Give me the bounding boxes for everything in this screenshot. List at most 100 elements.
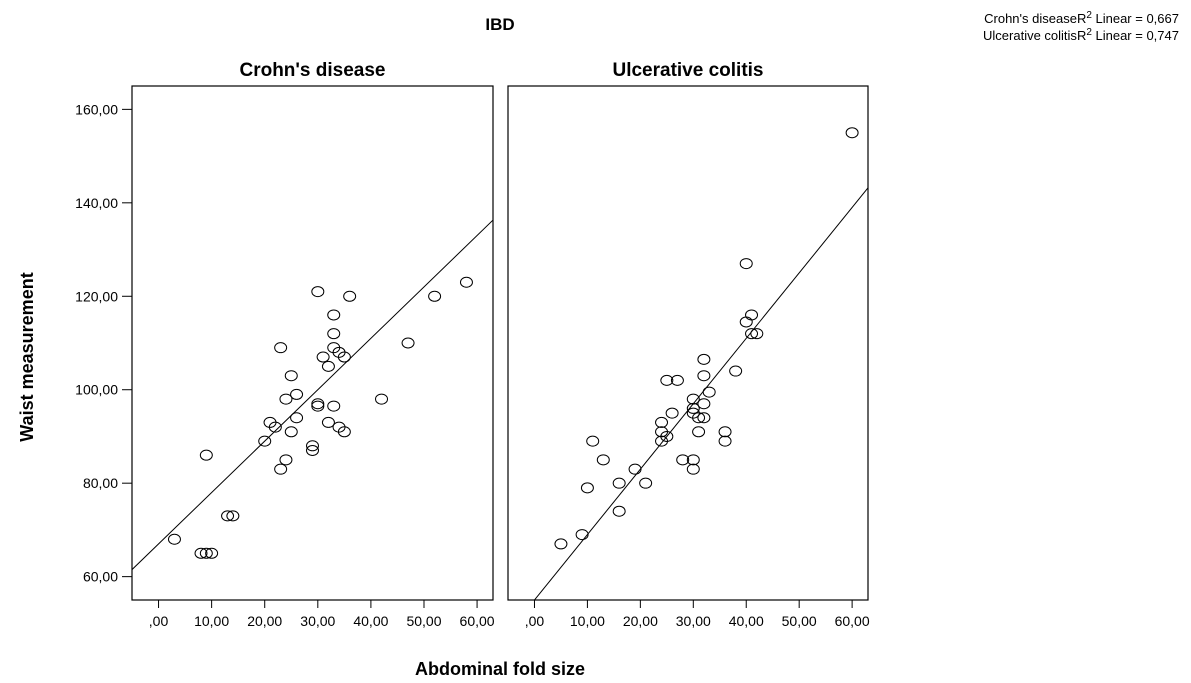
x-tick-label: 60,00 (460, 613, 495, 629)
data-point (580, 482, 594, 494)
data-point (274, 342, 288, 354)
data-point (660, 430, 674, 442)
x-tick-label: ,00 (525, 613, 545, 629)
data-point (311, 400, 325, 412)
data-point (686, 393, 700, 405)
data-point (221, 510, 235, 522)
data-point (697, 412, 711, 424)
x-tick-label: 40,00 (729, 613, 764, 629)
data-point (665, 407, 679, 419)
data-point (697, 370, 711, 382)
data-point (692, 412, 706, 424)
data-point (199, 547, 213, 559)
x-tick-label: 30,00 (676, 613, 711, 629)
data-point (306, 444, 319, 456)
data-point (205, 547, 219, 559)
data-point (401, 337, 415, 349)
data-point (628, 463, 642, 475)
legend-entry-crohns: Crohn's diseaseR2 Linear = 0,667 (984, 10, 1179, 26)
data-point (194, 547, 208, 559)
data-point (660, 374, 674, 386)
data-point (686, 463, 700, 475)
data-point (274, 463, 288, 475)
y-tick-label: 120,00 (75, 288, 118, 304)
data-point (718, 426, 732, 438)
y-tick-label: 100,00 (75, 382, 118, 398)
x-tick-label: 10,00 (194, 613, 229, 629)
data-point (268, 421, 282, 433)
legend: Crohn's diseaseR2 Linear = 0,667 Ulcerat… (983, 10, 1179, 43)
data-point (279, 393, 293, 405)
x-tick-label: ,00 (149, 613, 169, 629)
data-point (321, 416, 335, 428)
x-axis-label: Abdominal fold size (415, 659, 585, 679)
x-tick-label: 50,00 (782, 613, 817, 629)
data-point (586, 435, 600, 447)
x-tick-label: 30,00 (300, 613, 335, 629)
data-point (284, 426, 298, 438)
data-point (316, 351, 330, 363)
data-point (428, 290, 442, 302)
data-point (327, 309, 341, 321)
data-point (337, 426, 351, 438)
chart-title: IBD (485, 15, 514, 34)
data-point (676, 454, 690, 466)
data-point (290, 388, 304, 400)
data-point (311, 398, 325, 410)
data-point (343, 290, 357, 302)
data-point (321, 360, 335, 372)
data-point (745, 309, 759, 321)
data-point (375, 393, 389, 405)
plot-frame (131, 85, 494, 601)
y-axis: 60,00 80,00 100,00 120,00 140,00 160,00 (75, 101, 132, 585)
data-point (639, 477, 653, 489)
data-point (327, 400, 341, 412)
data-point (729, 365, 743, 377)
panel-crohns-disease: Crohn's disease ,00 10,00 20,00 30,00 40,00 50… (131, 60, 495, 629)
data-point (554, 538, 568, 550)
data-point (199, 449, 213, 461)
data-point (718, 435, 732, 447)
data-point (279, 454, 293, 466)
data-point (612, 477, 626, 489)
y-tick-label: 60,00 (83, 569, 118, 585)
data-point (612, 505, 626, 517)
x-tick-label: 20,00 (623, 613, 658, 629)
data-point (167, 533, 181, 545)
data-point (226, 510, 240, 522)
data-point (306, 440, 319, 452)
data-point (745, 328, 759, 340)
fit-line (132, 219, 493, 570)
data-point (697, 398, 711, 410)
x-tick-label: 10,00 (570, 613, 605, 629)
x-tick-label: 50,00 (406, 613, 441, 629)
x-tick-label: 60,00 (835, 613, 870, 629)
x-tick-label: 40,00 (353, 613, 388, 629)
data-point (459, 276, 473, 288)
data-point (596, 454, 610, 466)
x-tick-label: 20,00 (247, 613, 282, 629)
y-tick-label: 160,00 (75, 101, 118, 117)
data-point (750, 328, 764, 340)
y-tick-label: 140,00 (75, 195, 118, 211)
data-point (670, 374, 684, 386)
legend-entry-uc: Ulcerative colitisR2 Linear = 0,747 (983, 27, 1179, 43)
data-point (739, 258, 753, 270)
panel-ulcerative-colitis: Ulcerative colitis ,00 10,00 20,00 30,00 40,0… (507, 60, 870, 629)
data-point (697, 353, 711, 365)
data-point (655, 416, 669, 428)
panel-title: Ulcerative colitis (612, 60, 763, 81)
panel-title: Crohn's disease (239, 60, 385, 81)
data-point (692, 426, 706, 438)
data-point (686, 454, 700, 466)
data-point (702, 386, 716, 398)
data-point (575, 529, 589, 541)
y-tick-label: 80,00 (83, 475, 118, 491)
data-point (311, 286, 325, 298)
plot-frame (507, 85, 869, 601)
y-axis-label: Waist measurement (17, 272, 37, 441)
data-point (327, 328, 341, 340)
data-point (284, 370, 298, 382)
data-point (686, 402, 700, 414)
